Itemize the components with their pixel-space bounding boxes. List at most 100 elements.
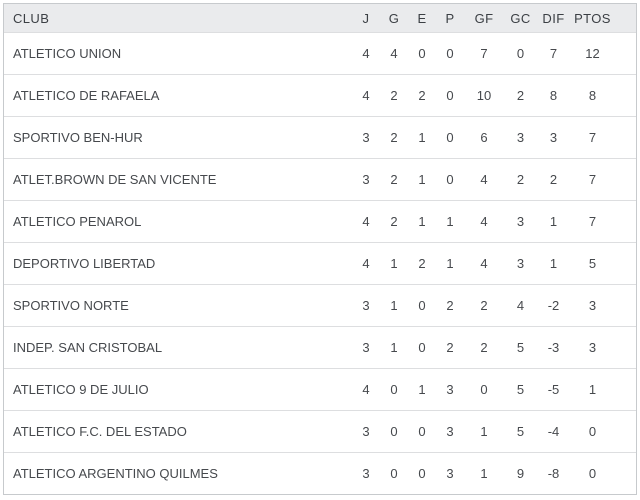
spacer-cell — [615, 242, 636, 285]
stat-cell: 5 — [570, 242, 615, 285]
stat-cell: 10 — [464, 74, 504, 117]
table-row: ATLETICO 9 DE JULIO 4 0 1 3 0 5 -5 1 — [4, 368, 636, 411]
standings-body: ATLETICO UNION 4 4 0 0 7 0 7 12 ATLETICO… — [4, 32, 636, 494]
spacer-cell — [615, 284, 636, 327]
stat-cell: 2 — [436, 284, 464, 327]
stat-cell: 1 — [380, 284, 408, 327]
stat-cell: 4 — [352, 74, 380, 117]
stat-cell: 1 — [408, 158, 436, 201]
table-row: SPORTIVO NORTE 3 1 0 2 2 4 -2 3 — [4, 284, 636, 327]
stat-cell: 3 — [570, 326, 615, 369]
spacer-cell — [615, 410, 636, 453]
table-row: ATLETICO F.C. DEL ESTADO 3 0 0 3 1 5 -4 … — [4, 410, 636, 453]
table-row: ATLETICO UNION 4 4 0 0 7 0 7 12 — [4, 32, 636, 75]
stat-cell: 0 — [408, 452, 436, 494]
stat-cell: -2 — [537, 284, 570, 327]
header-p: P — [436, 4, 464, 33]
table-row: ATLETICO PENAROL 4 2 1 1 4 3 1 7 — [4, 200, 636, 243]
stat-cell: 7 — [537, 32, 570, 75]
stat-cell: 3 — [504, 242, 537, 285]
stat-cell: 2 — [380, 158, 408, 201]
stat-cell: 2 — [380, 200, 408, 243]
stat-cell: 4 — [464, 158, 504, 201]
table-row: ATLETICO DE RAFAELA 4 2 2 0 10 2 8 8 — [4, 74, 636, 117]
stat-cell: 0 — [464, 368, 504, 411]
stat-cell: 1 — [380, 242, 408, 285]
stat-cell: 3 — [352, 116, 380, 159]
stat-cell: 1 — [464, 410, 504, 453]
stat-cell: 0 — [380, 410, 408, 453]
stat-cell: 2 — [436, 326, 464, 369]
stat-cell: 4 — [352, 242, 380, 285]
stat-cell: 2 — [408, 74, 436, 117]
stat-cell: 0 — [380, 452, 408, 494]
stat-cell: 1 — [436, 242, 464, 285]
table-row: SPORTIVO BEN-HUR 3 2 1 0 6 3 3 7 — [4, 116, 636, 159]
stat-cell: 2 — [408, 242, 436, 285]
stat-cell: 4 — [464, 242, 504, 285]
stat-cell: 0 — [408, 410, 436, 453]
stat-cell: 3 — [504, 116, 537, 159]
stat-cell: 3 — [570, 284, 615, 327]
stat-cell: 9 — [504, 452, 537, 494]
stat-cell: 4 — [352, 368, 380, 411]
stat-cell: 8 — [537, 74, 570, 117]
stat-cell: 2 — [380, 116, 408, 159]
header-ptos: PTOS — [570, 4, 615, 33]
spacer-cell — [615, 200, 636, 243]
table-row: ATLET.BROWN DE SAN VICENTE 3 2 1 0 4 2 2… — [4, 158, 636, 201]
stat-cell: 0 — [408, 32, 436, 75]
spacer-cell — [615, 32, 636, 75]
spacer-cell — [615, 74, 636, 117]
stat-cell: 0 — [570, 410, 615, 453]
stat-cell: 7 — [570, 200, 615, 243]
stat-cell: 3 — [352, 452, 380, 494]
header-gf: GF — [464, 4, 504, 33]
club-name: ATLETICO UNION — [4, 32, 352, 75]
stat-cell: 1 — [537, 200, 570, 243]
stat-cell: -8 — [537, 452, 570, 494]
stat-cell: 0 — [380, 368, 408, 411]
club-name: ATLETICO 9 DE JULIO — [4, 368, 352, 411]
spacer-cell — [615, 368, 636, 411]
table-row: INDEP. SAN CRISTOBAL 3 1 0 2 2 5 -3 3 — [4, 326, 636, 369]
stat-cell: 0 — [408, 326, 436, 369]
stat-cell: 7 — [464, 32, 504, 75]
stat-cell: 3 — [352, 410, 380, 453]
stat-cell: 1 — [570, 368, 615, 411]
table-row: ATLETICO ARGENTINO QUILMES 3 0 0 3 1 9 -… — [4, 452, 636, 494]
stat-cell: 2 — [504, 74, 537, 117]
stat-cell: 3 — [352, 326, 380, 369]
club-name: ATLETICO PENAROL — [4, 200, 352, 243]
stat-cell: 6 — [464, 116, 504, 159]
spacer-cell — [615, 116, 636, 159]
stat-cell: 1 — [436, 200, 464, 243]
header-club: CLUB — [4, 4, 352, 33]
stat-cell: -4 — [537, 410, 570, 453]
table-row: DEPORTIVO LIBERTAD 4 1 2 1 4 3 1 5 — [4, 242, 636, 285]
club-name: ATLETICO F.C. DEL ESTADO — [4, 410, 352, 453]
stat-cell: 2 — [464, 326, 504, 369]
stat-cell: 4 — [352, 200, 380, 243]
stat-cell: 4 — [504, 284, 537, 327]
spacer-cell — [615, 452, 636, 494]
stat-cell: -3 — [537, 326, 570, 369]
club-name: SPORTIVO BEN-HUR — [4, 116, 352, 159]
stat-cell: 0 — [504, 32, 537, 75]
stat-cell: 5 — [504, 368, 537, 411]
spacer-cell — [615, 158, 636, 201]
stat-cell: 0 — [436, 74, 464, 117]
stat-cell: -5 — [537, 368, 570, 411]
header-gc: GC — [504, 4, 537, 33]
spacer-cell — [615, 326, 636, 369]
standings-table: CLUB J G E P GF GC DIF PTOS ATLETICO UNI… — [4, 4, 636, 494]
standings-table-container: CLUB J G E P GF GC DIF PTOS ATLETICO UNI… — [3, 3, 637, 495]
stat-cell: 1 — [408, 116, 436, 159]
stat-cell: 1 — [380, 326, 408, 369]
stat-cell: 4 — [380, 32, 408, 75]
stat-cell: 0 — [436, 32, 464, 75]
stat-cell: 1 — [408, 368, 436, 411]
stat-cell: 7 — [570, 116, 615, 159]
stat-cell: 0 — [408, 284, 436, 327]
club-name: ATLET.BROWN DE SAN VICENTE — [4, 158, 352, 201]
